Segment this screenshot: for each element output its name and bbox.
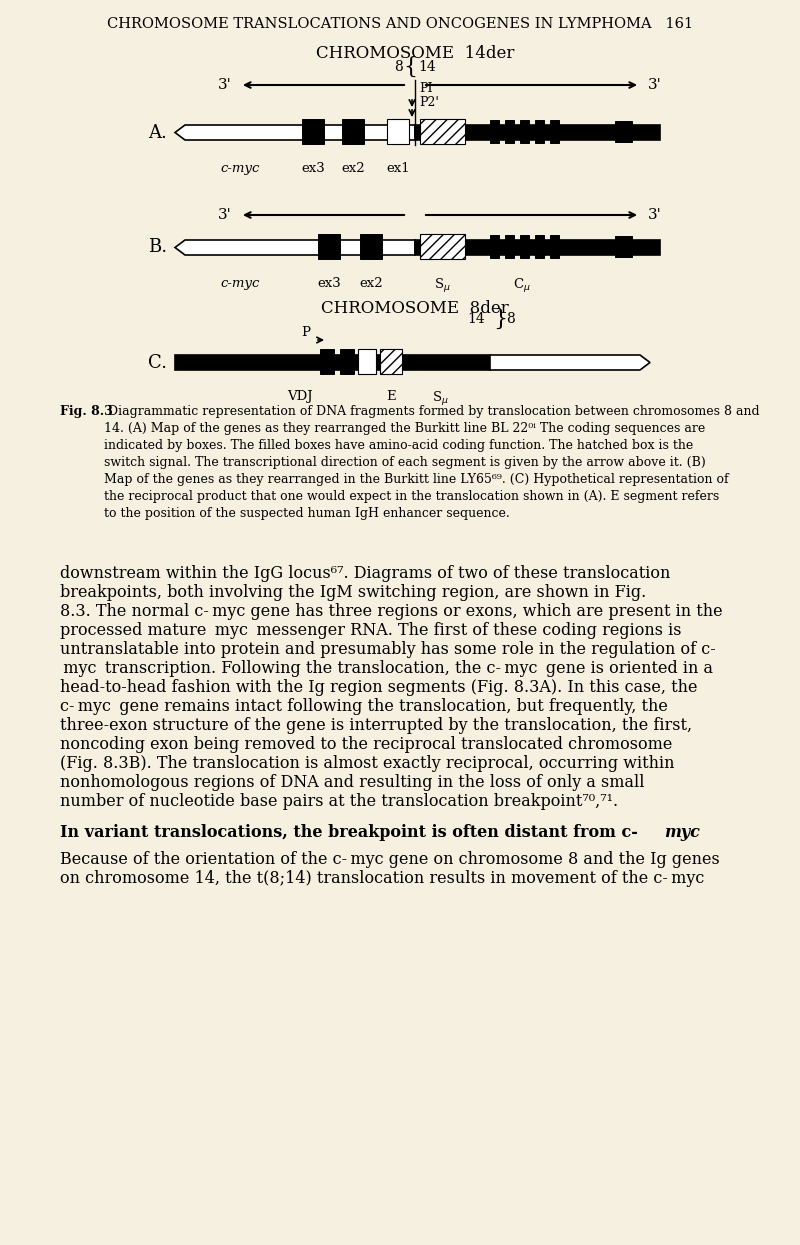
Text: In variant translocations, the breakpoint is often distant from c-: In variant translocations, the breakpoin… bbox=[60, 824, 638, 842]
Bar bbox=[615, 121, 632, 142]
Text: downstream within the IgG locus⁶⁷. Diagrams of two of these translocation: downstream within the IgG locus⁶⁷. Diagr… bbox=[60, 565, 670, 581]
Text: ex1: ex1 bbox=[386, 162, 410, 176]
Text: c- myc  gene remains intact following the translocation, but frequently, the: c- myc gene remains intact following the… bbox=[60, 698, 668, 715]
Bar bbox=[360, 234, 382, 259]
Bar bbox=[550, 235, 559, 258]
Bar bbox=[490, 235, 499, 258]
Text: processed mature  myc  messenger RNA. The first of these coding regions is: processed mature myc messenger RNA. The … bbox=[60, 622, 682, 639]
Text: E: E bbox=[386, 390, 396, 403]
Text: 3': 3' bbox=[218, 208, 232, 222]
Bar bbox=[320, 349, 334, 374]
Bar bbox=[340, 349, 354, 374]
Bar bbox=[550, 120, 559, 143]
Text: c-myc: c-myc bbox=[220, 276, 260, 290]
Text: 3': 3' bbox=[648, 208, 662, 222]
Polygon shape bbox=[490, 355, 650, 370]
Text: PI: PI bbox=[419, 82, 433, 96]
Text: head-to-head fashion with the Ig region segments (Fig. 8.3A). In this case, the: head-to-head fashion with the Ig region … bbox=[60, 679, 698, 696]
Text: 8: 8 bbox=[506, 312, 514, 326]
Text: ex2: ex2 bbox=[359, 276, 383, 290]
Text: P2': P2' bbox=[419, 97, 439, 110]
Bar bbox=[535, 120, 544, 143]
Text: S$_\mu$: S$_\mu$ bbox=[432, 390, 448, 408]
Text: (Fig. 8.3B). The translocation is almost exactly reciprocal, occurring within: (Fig. 8.3B). The translocation is almost… bbox=[60, 754, 674, 772]
Bar bbox=[505, 235, 514, 258]
Bar bbox=[387, 120, 409, 144]
Text: C.: C. bbox=[148, 354, 167, 371]
Polygon shape bbox=[175, 124, 415, 139]
Bar bbox=[505, 120, 514, 143]
Polygon shape bbox=[175, 355, 490, 370]
Text: A.: A. bbox=[148, 123, 167, 142]
Text: ex2: ex2 bbox=[341, 162, 365, 176]
Bar bbox=[318, 234, 340, 259]
Text: }: } bbox=[493, 308, 507, 330]
Text: CHROMOSOME  14der: CHROMOSOME 14der bbox=[316, 45, 514, 62]
Bar bbox=[342, 120, 364, 144]
Bar bbox=[420, 120, 465, 144]
Text: on chromosome 14, the t(8;14) translocation results in movement of the c- myc: on chromosome 14, the t(8;14) translocat… bbox=[60, 870, 704, 886]
Bar bbox=[520, 120, 529, 143]
Text: P: P bbox=[301, 326, 310, 340]
Text: untranslatable into protein and presumably has some role in the regulation of c-: untranslatable into protein and presumab… bbox=[60, 641, 716, 659]
Text: ex3: ex3 bbox=[317, 276, 341, 290]
Text: VDJ: VDJ bbox=[287, 390, 313, 403]
Text: CHROMOSOME  8der: CHROMOSOME 8der bbox=[321, 300, 509, 317]
Text: S$_\mu$: S$_\mu$ bbox=[434, 276, 450, 295]
Bar bbox=[535, 235, 544, 258]
Text: C$_\mu$: C$_\mu$ bbox=[513, 276, 531, 295]
Bar bbox=[490, 120, 499, 143]
Bar bbox=[420, 234, 465, 259]
Text: 8: 8 bbox=[394, 60, 403, 73]
Text: Diagrammatic representation of DNA fragments formed by translocation between chr: Diagrammatic representation of DNA fragm… bbox=[104, 405, 760, 520]
Bar bbox=[302, 120, 324, 144]
Text: ex3: ex3 bbox=[301, 162, 325, 176]
Text: CHROMOSOME TRANSLOCATIONS AND ONCOGENES IN LYMPHOMA   161: CHROMOSOME TRANSLOCATIONS AND ONCOGENES … bbox=[107, 17, 693, 31]
Text: myc: myc bbox=[664, 824, 700, 842]
Text: breakpoints, both involving the IgM switching region, are shown in Fig.: breakpoints, both involving the IgM swit… bbox=[60, 584, 646, 601]
Text: 14: 14 bbox=[467, 312, 485, 326]
Text: 8.3. The normal c- myc gene has three regions or exons, which are present in the: 8.3. The normal c- myc gene has three re… bbox=[60, 603, 722, 620]
Text: 3': 3' bbox=[218, 78, 232, 92]
Text: three-exon structure of the gene is interrupted by the translocation, the first,: three-exon structure of the gene is inte… bbox=[60, 717, 692, 735]
Text: myc  transcription. Following the translocation, the c- myc  gene is oriented in: myc transcription. Following the translo… bbox=[60, 660, 713, 677]
Bar bbox=[615, 237, 632, 256]
Text: 5': 5' bbox=[272, 356, 285, 370]
Polygon shape bbox=[415, 240, 660, 255]
Text: c-myc: c-myc bbox=[220, 162, 260, 176]
Bar bbox=[520, 235, 529, 258]
Bar bbox=[380, 349, 402, 374]
Text: Fig. 8.3: Fig. 8.3 bbox=[60, 405, 113, 418]
Text: Because of the orientation of the c- myc gene on chromosome 8 and the Ig genes: Because of the orientation of the c- myc… bbox=[60, 852, 720, 868]
Text: B.: B. bbox=[148, 239, 167, 256]
Polygon shape bbox=[175, 240, 415, 255]
Polygon shape bbox=[415, 124, 660, 139]
Text: nonhomologous regions of DNA and resulting in the loss of only a small: nonhomologous regions of DNA and resulti… bbox=[60, 774, 645, 791]
Text: 3': 3' bbox=[648, 78, 662, 92]
Bar bbox=[358, 349, 376, 374]
Text: noncoding exon being removed to the reciprocal translocated chromosome: noncoding exon being removed to the reci… bbox=[60, 736, 672, 753]
Text: {: { bbox=[403, 56, 417, 78]
Text: 14: 14 bbox=[418, 60, 436, 73]
Text: number of nucleotide base pairs at the translocation breakpoint⁷⁰,⁷¹.: number of nucleotide base pairs at the t… bbox=[60, 793, 618, 810]
